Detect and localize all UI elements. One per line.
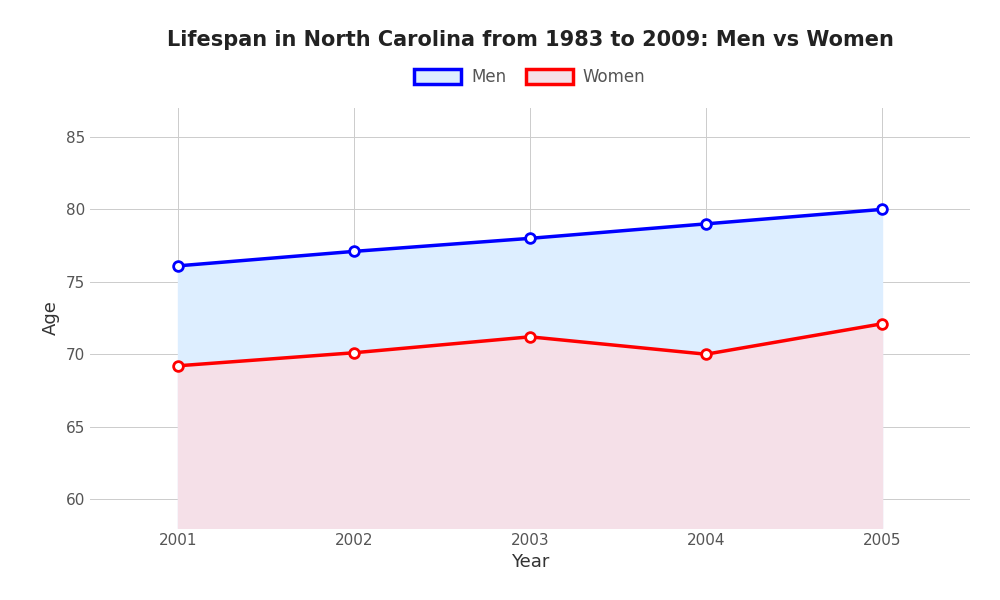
- Title: Lifespan in North Carolina from 1983 to 2009: Men vs Women: Lifespan in North Carolina from 1983 to …: [167, 29, 893, 49]
- Legend: Men, Women: Men, Women: [408, 62, 652, 93]
- Y-axis label: Age: Age: [42, 301, 60, 335]
- X-axis label: Year: Year: [511, 553, 549, 571]
